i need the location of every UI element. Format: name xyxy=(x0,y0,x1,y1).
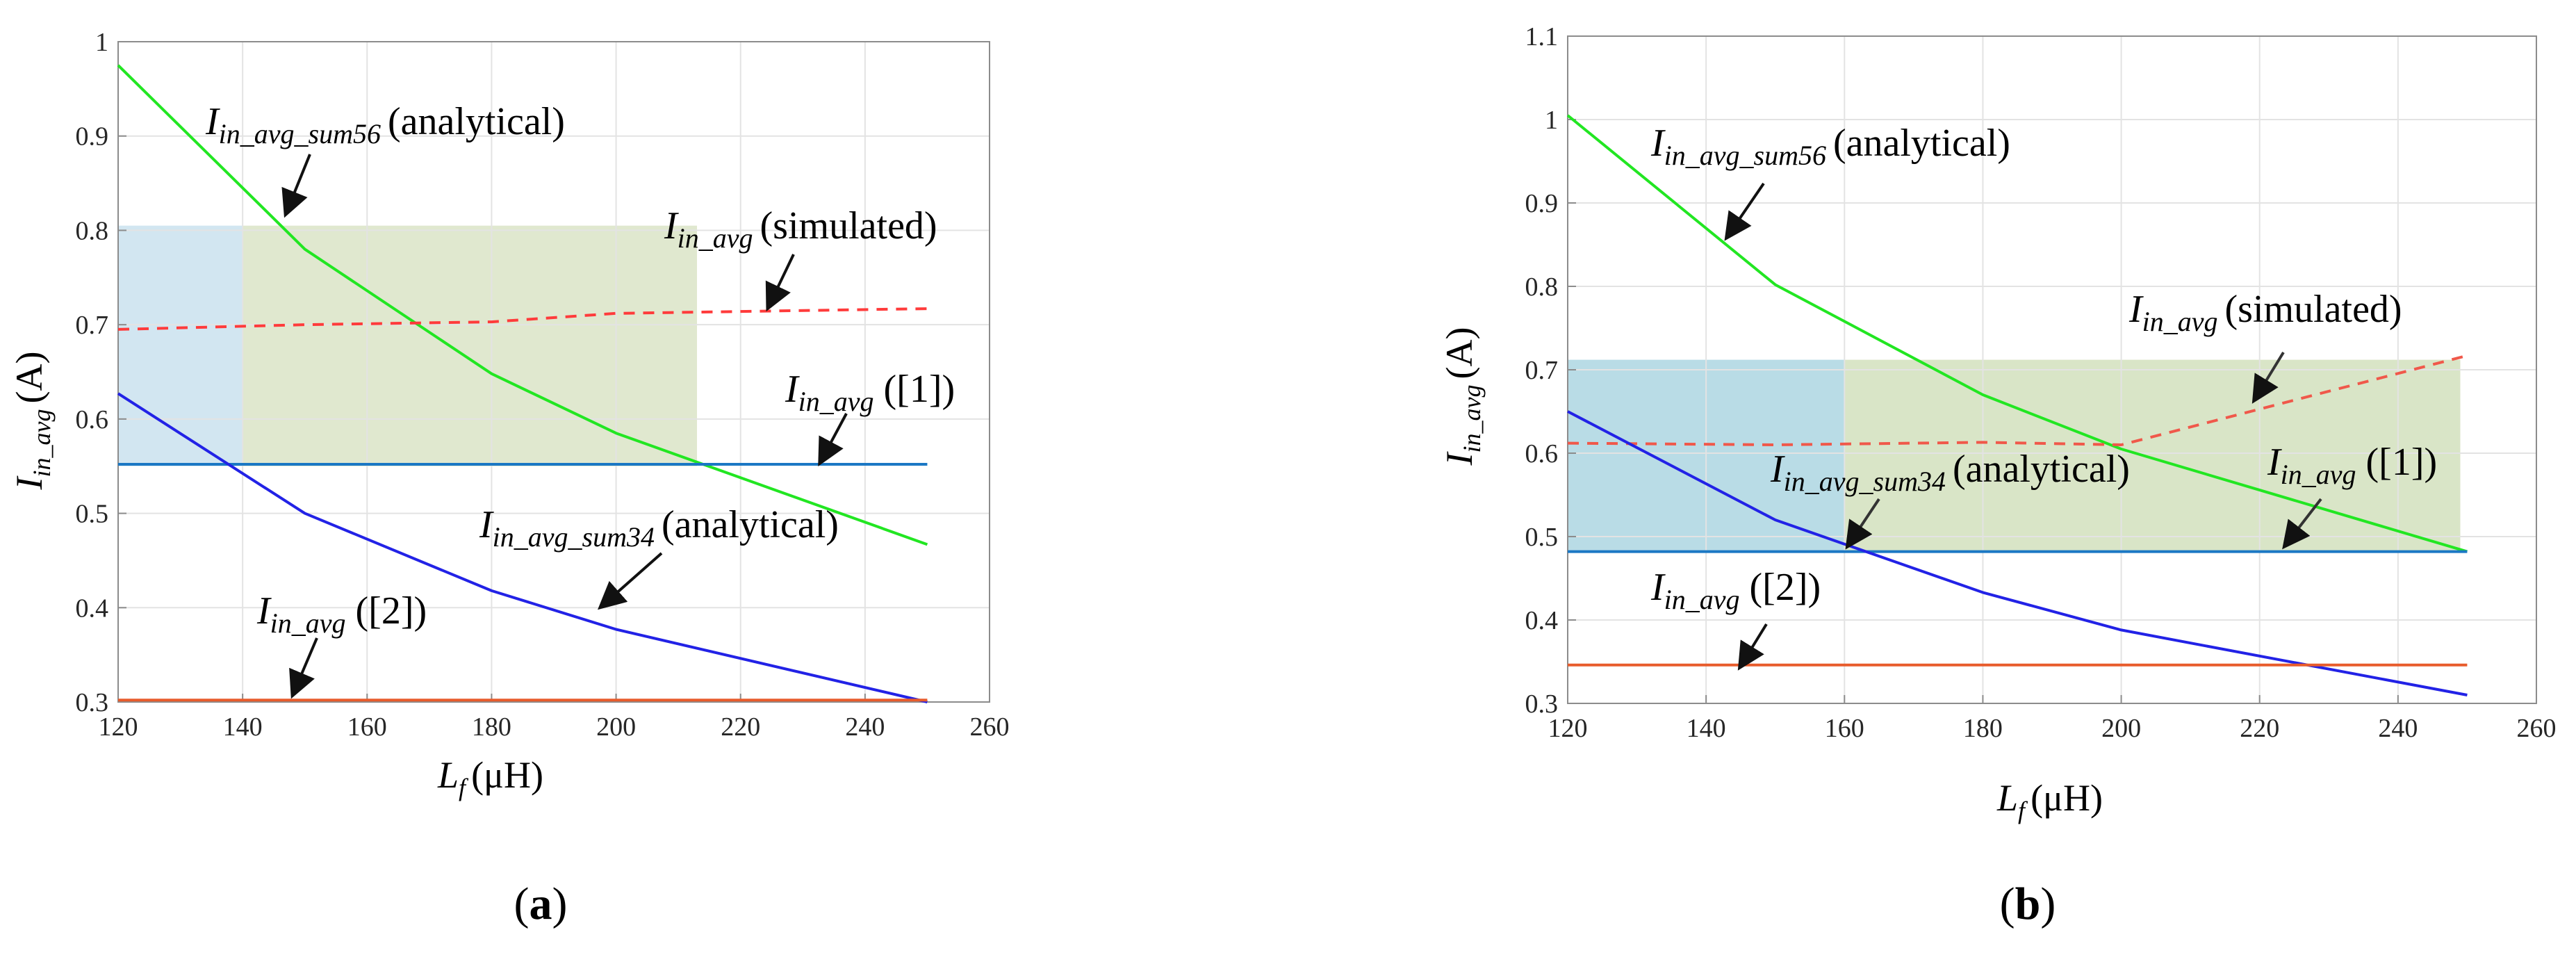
y-tick-label: 0.6 xyxy=(76,405,109,434)
annotation-simulated: Iin_avg (simulated) xyxy=(2128,288,2402,337)
y-tick-label: 0.8 xyxy=(1525,272,1559,302)
x-tick-label: 140 xyxy=(1687,714,1726,743)
shaded-regions xyxy=(118,225,698,466)
annotation-sum34: Iin_avg_sum34 (analytical) xyxy=(1770,448,2130,497)
annotation-ref2: Iin_avg ([2]) xyxy=(256,589,427,639)
series-line xyxy=(117,64,928,546)
y-tick-label: 0.7 xyxy=(1525,356,1559,385)
x-tick-label: 200 xyxy=(2101,714,2141,743)
x-tick-label: 240 xyxy=(845,712,885,742)
shaded-region xyxy=(243,225,698,466)
arrow-sum56 xyxy=(281,154,311,218)
annotation-ref1: Iin_avg ([1]) xyxy=(2267,441,2437,490)
panel-label-b: (b) xyxy=(2000,879,2056,929)
x-axis-label: Lf (μH) xyxy=(437,754,543,801)
chart-panel-b: 120 140 160 180 200 220 240 260 0.3 0.4 0.5 0.6 0.7 0… xyxy=(1438,22,2557,929)
y-tick-label: 0.4 xyxy=(76,594,109,623)
x-axis-label: Lf (μH) xyxy=(1996,777,2103,824)
arrow-ref2 xyxy=(289,637,318,699)
x-tick-label: 120 xyxy=(1548,714,1588,743)
annotation-simulated: Iin_avg (simulated) xyxy=(664,204,937,254)
y-tick-label: 0.9 xyxy=(76,122,109,152)
tick-labels: 120 140 160 180 200 220 240 260 0.3 0.4 0.5 0.6 0.7 0… xyxy=(1525,22,2557,743)
series-group xyxy=(1566,114,2468,696)
annotation-sum34: Iin_avg_sum34 (analytical) xyxy=(479,503,839,553)
arrow-sum34 xyxy=(1845,498,1880,550)
y-tick-label: 0.7 xyxy=(76,311,109,340)
shaded-region xyxy=(118,225,243,466)
arrow-ref2 xyxy=(1737,623,1768,671)
series-line xyxy=(117,392,928,703)
x-tick-label: 180 xyxy=(472,712,511,742)
arrow-ref1 xyxy=(2282,498,2322,550)
y-tick-label: 1 xyxy=(95,28,108,57)
series-line xyxy=(1566,114,2468,553)
arrow-sum56 xyxy=(1724,182,1765,241)
y-tick-label: 0.5 xyxy=(76,500,109,529)
tick-labels: 120 140 160 180 200 220 240 260 0.3 0.4 0.5 0.6 0.7 0… xyxy=(76,28,1010,742)
y-axis-label: Iin_avg(A) xyxy=(8,352,56,491)
y-tick-label: 0.6 xyxy=(1525,439,1559,468)
arrow-ref1 xyxy=(818,413,848,467)
annotation-sum56: Iin_avg_sum56 (analytical) xyxy=(205,100,565,149)
series-line xyxy=(1567,354,2468,446)
x-tick-label: 260 xyxy=(970,712,1010,742)
plot-frame xyxy=(117,41,990,703)
x-tick-label: 240 xyxy=(2378,714,2418,743)
arrow-simulated xyxy=(2251,351,2285,404)
y-tick-label: 0.5 xyxy=(1525,523,1559,552)
annotation-ref2: Iin_avg ([2]) xyxy=(1650,566,1821,615)
x-tick-label: 220 xyxy=(2240,714,2279,743)
y-tick-label: 0.4 xyxy=(1525,606,1559,635)
arrow-sum34 xyxy=(598,552,663,610)
y-tick-label: 1.1 xyxy=(1525,22,1559,51)
x-tick-label: 160 xyxy=(347,712,387,742)
y-tick-label: 0.3 xyxy=(1525,689,1559,719)
chart-panel-a: 120 140 160 180 200 220 240 260 0.3 0.4 0.5 0.6 0.7 0… xyxy=(8,28,1010,929)
x-tick-label: 200 xyxy=(596,712,636,742)
x-tick-label: 160 xyxy=(1825,714,1864,743)
series-group xyxy=(117,64,928,703)
panel-label-a: (a) xyxy=(514,879,568,929)
x-tick-label: 220 xyxy=(721,712,760,742)
annotation-ref1: Iin_avg ([1]) xyxy=(785,368,955,417)
x-tick-label: 180 xyxy=(1963,714,2003,743)
y-tick-label: 1 xyxy=(1545,106,1558,135)
series-line xyxy=(1567,410,2468,696)
arrow-simulated xyxy=(765,254,795,312)
y-tick-label: 0.8 xyxy=(76,216,109,245)
y-axis-label: Iin_avg(A) xyxy=(1438,327,1486,466)
series-line xyxy=(117,307,928,331)
annotation-sum56: Iin_avg_sum56 (analytical) xyxy=(1650,122,2010,171)
x-tick-label: 260 xyxy=(2517,714,2557,743)
x-tick-label: 140 xyxy=(223,712,263,742)
y-tick-label: 0.3 xyxy=(76,688,109,717)
x-tick-label: 120 xyxy=(99,712,138,742)
y-tick-label: 0.9 xyxy=(1525,189,1559,218)
